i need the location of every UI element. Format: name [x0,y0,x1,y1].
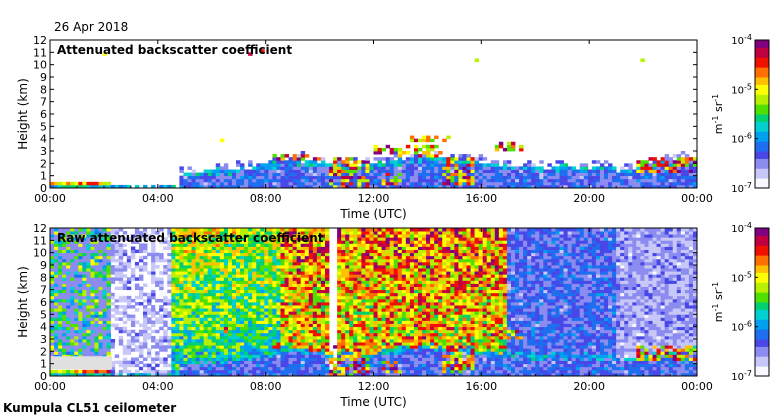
y-tick-label: 10 [33,247,47,260]
x-tick-label: 08:00 [250,380,282,393]
x-tick-label: 20:00 [573,380,605,393]
colorbar: 10-7 10-6 10-5 10-4 m-1 sr-1 [711,33,770,195]
colorbar-tick-label: 10-6 [731,320,752,334]
y-tick-label: 7 [40,96,47,109]
colorbar-tick-label: 10-7 [731,369,752,383]
colorbar-tick-label: 10-4 [731,221,752,235]
colorbar-tick-label: 10-5 [731,270,752,284]
x-tick-label: 12:00 [358,192,390,205]
colorbar-unit-label: m-1 sr-1 [711,282,725,322]
y-tick-label: 12 [33,222,47,235]
y-tick-label: 9 [40,71,47,84]
y-tick-label: 5 [40,120,47,133]
heatmap-cells [50,228,698,377]
colorbar: 10-7 10-6 10-5 10-4 m-1 sr-1 [711,221,770,383]
y-tick-label: 1 [40,170,47,183]
y-tick-label: 6 [40,108,47,121]
heatmap-cells [50,49,698,189]
colorbar-tick-label: 10-4 [731,33,752,47]
x-axis-label: Time (UTC) [339,207,406,221]
y-tick-label: 3 [40,145,47,158]
y-tick-label: 11 [33,46,47,59]
x-tick-label: 00:00 [681,380,713,393]
y-tick-label: 10 [33,59,47,72]
y-tick-label: 2 [40,345,47,358]
x-tick-label: 16:00 [465,192,497,205]
x-tick-label: 08:00 [250,192,282,205]
colorbar-tick-label: 10-6 [731,132,752,146]
x-tick-label: 04:00 [142,192,174,205]
y-tick-label: 7 [40,284,47,297]
y-tick-label: 12 [33,34,47,47]
y-tick-label: 3 [40,333,47,346]
y-tick-label: 9 [40,259,47,272]
chart-title: Raw attenuated backscatter coefficient [57,231,324,245]
y-tick-label: 4 [40,321,47,334]
colorbar-tick-label: 10-5 [731,82,752,96]
x-tick-label: 20:00 [573,192,605,205]
x-tick-label: 04:00 [142,380,174,393]
missing-data-strip [50,356,113,370]
y-tick-label: 0 [40,182,47,195]
y-tick-label: 8 [40,83,47,96]
chart-title: Attenuated backscatter coefficient [57,43,292,57]
x-axis-label: Time (UTC) [339,395,406,409]
y-tick-label: 2 [40,157,47,170]
date-label: 26 Apr 2018 [54,20,129,34]
y-tick-label: 11 [33,234,47,247]
y-tick-label: 1 [40,358,47,371]
x-tick-label: 00:00 [681,192,713,205]
x-tick-label: 00:00 [34,380,66,393]
y-tick-label: 8 [40,271,47,284]
y-tick-label: 0 [40,370,47,383]
x-tick-label: 12:00 [358,380,390,393]
colorbar-unit-label: m-1 sr-1 [711,94,725,134]
y-axis-label: Height (km) [16,78,30,149]
x-tick-label: 00:00 [34,192,66,205]
y-axis-label: Height (km) [16,266,30,337]
y-tick-label: 5 [40,308,47,321]
colorbar-tick-label: 10-7 [731,181,752,195]
y-tick-label: 4 [40,133,47,146]
y-tick-label: 6 [40,296,47,309]
instrument-footer: Kumpula CL51 ceilometer [3,401,177,415]
x-tick-label: 16:00 [465,380,497,393]
